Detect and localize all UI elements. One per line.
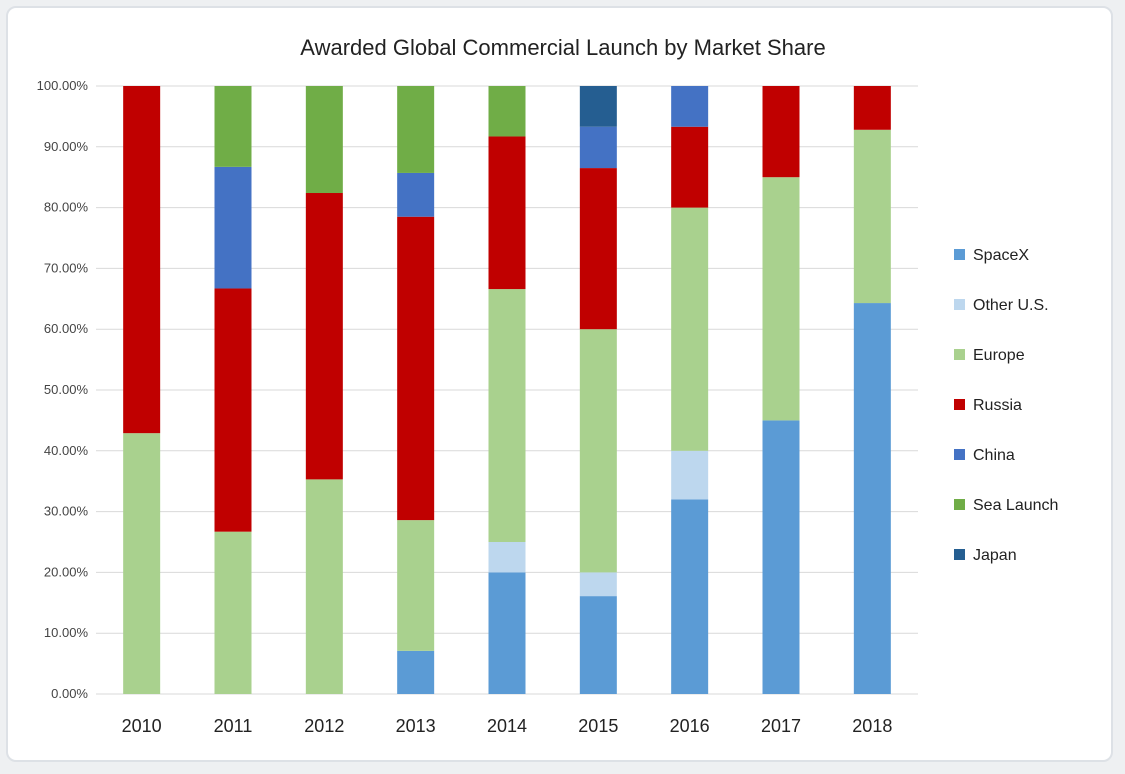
bar-segment-2014-europe [488,289,526,542]
legend-swatch [954,249,965,260]
legend: SpaceX Other U.S. Europe Russia China Sea Lau… [954,247,1058,564]
legend-swatch [954,449,965,460]
y-axis-ticks: 0.00% 10.00% 20.00% 30.00% 40.00% 50.00% 60.00… [37,78,89,701]
bar-segment-2011-china [214,166,252,289]
x-tick-label: 2014 [487,716,527,736]
bar-segment-2015-other-u-s- [579,572,617,597]
bar-segment-2018-russia [853,86,891,130]
bar-segment-2017-europe [762,177,800,421]
bar-segment-2015-china [579,126,617,169]
bar-segment-2016-russia [671,126,709,208]
bar-segment-2018-spacex [853,303,891,694]
bar-segment-2017-spacex [762,420,800,694]
legend-label: Europe [973,347,1025,364]
legend-swatch [954,499,965,510]
bar-segment-2011-russia [214,288,252,532]
bar-segment-2012-sea-launch [305,86,343,194]
bar-segment-2015-spacex [579,596,617,694]
bar-segment-2014-other-u-s- [488,542,526,573]
bar-segment-2012-europe [305,479,343,694]
y-tick-label: 20.00% [44,564,89,579]
y-tick-label: 90.00% [44,139,89,154]
bars [123,86,891,694]
bar-segment-2013-europe [397,520,435,651]
legend-label: SpaceX [973,247,1029,264]
x-tick-label: 2013 [396,716,436,736]
bar-segment-2011-europe [214,531,252,694]
y-tick-label: 100.00% [37,78,89,93]
bar-segment-2014-spacex [488,572,526,694]
y-tick-label: 10.00% [44,625,89,640]
y-tick-label: 40.00% [44,443,89,458]
legend-swatch [954,299,965,310]
x-tick-label: 2018 [852,716,892,736]
y-tick-label: 50.00% [44,382,89,397]
bar-segment-2015-europe [579,329,617,573]
y-tick-label: 70.00% [44,260,89,275]
bar-segment-2014-russia [488,136,526,290]
x-tick-label: 2010 [122,716,162,736]
bar-segment-2011-sea-launch [214,86,252,167]
bar-segment-2012-russia [305,193,343,480]
bar-segment-2014-sea-launch [488,86,526,137]
x-tick-label: 2015 [578,716,618,736]
bar-segment-2016-spacex [671,499,709,694]
legend-label: China [973,447,1015,464]
legend-swatch [954,549,965,560]
legend-label: Japan [973,547,1017,564]
bar-segment-2016-other-u-s- [671,450,709,500]
bar-segment-2015-japan [579,86,617,127]
x-tick-label: 2011 [214,716,253,736]
bar-segment-2013-china [397,172,435,217]
y-tick-label: 0.00% [51,686,88,701]
legend-label: Russia [973,397,1022,414]
bar-segment-2016-europe [671,207,709,451]
x-tick-label: 2012 [304,716,344,736]
legend-label: Other U.S. [973,297,1049,314]
y-tick-label: 60.00% [44,321,89,336]
bar-segment-2010-europe [123,433,161,694]
chart-title: Awarded Global Commercial Launch by Mark… [300,35,825,60]
x-tick-label: 2016 [670,716,710,736]
x-axis-ticks: 2010 2011 2012 2013 2014 2015 2016 2017 2018 [122,716,893,736]
bar-segment-2015-russia [579,168,617,330]
legend-swatch [954,349,965,360]
legend-label: Sea Launch [973,497,1058,514]
chart-card: Awarded Global Commercial Launch by Mark… [6,6,1113,762]
y-tick-label: 80.00% [44,200,89,215]
legend-swatch [954,399,965,410]
bar-segment-2016-china [671,86,709,127]
stacked-bar-chart: Awarded Global Commercial Launch by Mark… [37,35,1059,736]
bar-segment-2010-russia [123,86,161,434]
x-tick-label: 2017 [761,716,801,736]
bar-segment-2017-russia [762,86,800,178]
y-tick-label: 30.00% [44,504,89,519]
bar-segment-2018-europe [853,129,891,304]
bar-segment-2013-spacex [397,650,435,694]
bar-segment-2013-russia [397,216,435,521]
bar-segment-2013-sea-launch [397,86,435,173]
